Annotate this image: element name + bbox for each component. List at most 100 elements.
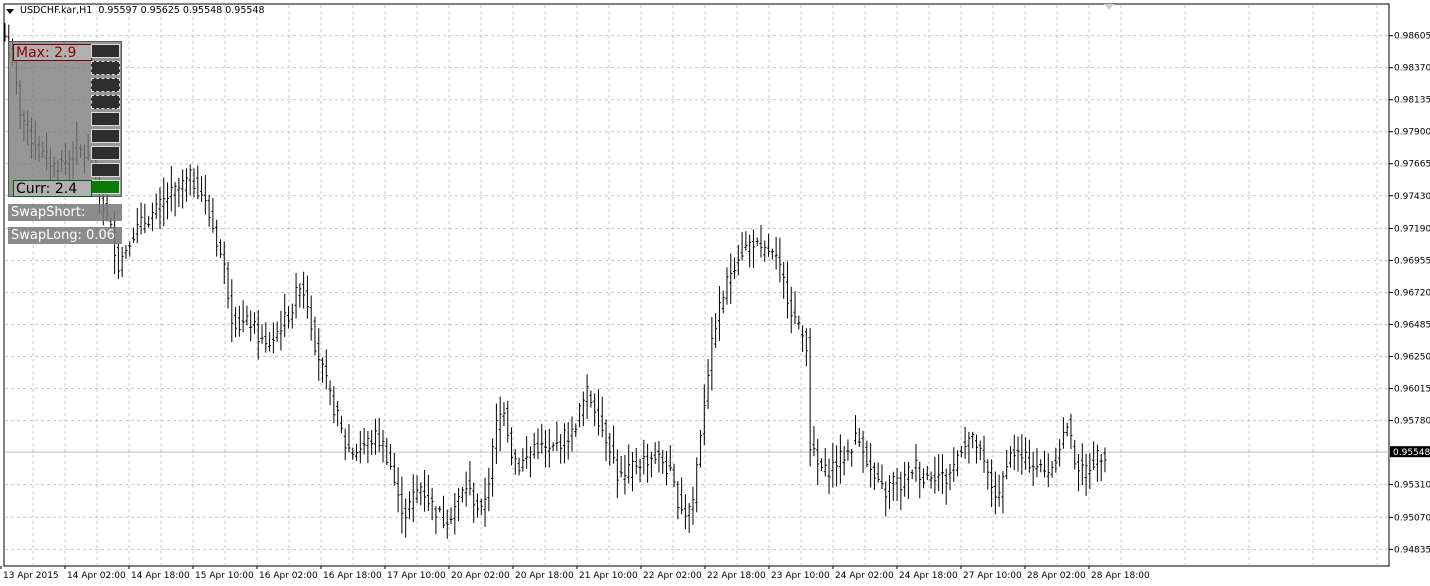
y-tick-label: 0.97665 [1394,160,1430,170]
ohlc-bar [230,279,234,343]
ohlc-bar [627,444,631,484]
ohlc-bar [1012,434,1016,471]
ohlc-bar [332,386,336,424]
ohlc-bar [649,451,653,478]
ohlc-bar [1069,413,1073,450]
y-tick-label: 0.98605 [1394,32,1430,42]
ohlc-bar [854,415,857,445]
ohlc-bar [1016,436,1020,472]
ohlc-bar [237,305,241,337]
ohlc-bar [570,416,574,452]
ohlc-bar [120,246,124,278]
ohlc-bar [211,197,215,233]
ohlc-bar [910,469,914,480]
ohlc-bar [865,440,869,468]
ohlc-bar [555,421,559,452]
ohlc-bar [1046,453,1050,488]
ohlc-bar [680,477,684,515]
ohlc-bar [309,295,313,341]
spread-level-bar [91,146,120,160]
ohlc-bar [494,403,498,465]
ohlc-bar [918,461,922,499]
y-tick-label: 0.97430 [1394,192,1430,202]
ohlc-bar [785,261,789,319]
ohlc-bar [812,425,816,457]
ohlc-bar [729,253,733,304]
x-tick-label: 27 Apr 10:00 [963,571,1022,581]
ohlc-bar [736,244,740,276]
ohlc-bar [415,475,419,504]
ohlc-bar [166,182,170,220]
ohlc-bar [797,315,801,330]
y-tick-label: 0.98370 [1394,64,1430,74]
ohlc-bar [986,459,990,490]
ohlc-bar [487,467,491,512]
ohlc-bar [226,262,230,309]
ohlc-bar [596,389,600,436]
ohlc-bar [793,291,797,325]
spread-level-bar [91,78,120,92]
ohlc-bar [385,438,389,466]
ohlc-bar [630,452,634,492]
ohlc-bar [638,458,642,483]
ohlc-bar [846,439,850,461]
ohlc-bar [657,440,661,473]
ohlc-bar [438,505,442,513]
x-tick-label: 14 Apr 02:00 [67,571,126,581]
ohlc-bar [1099,454,1103,482]
ohlc-bar [1061,417,1065,449]
ohlc-bar [271,322,275,354]
ohlc-bar [710,316,714,391]
ohlc-bar [249,310,253,342]
ohlc-bar [952,447,956,482]
ohlc-bar [933,456,937,494]
ohlc-bar [808,327,812,467]
ohlc-bar [956,450,960,477]
max-spread-label: Max: 2.9 [13,44,92,61]
ohlc-bar [324,349,328,390]
ohlc-bar [287,306,290,329]
ohlc-bar [801,325,805,352]
y-tick-label: 0.95310 [1394,481,1430,491]
ohlc-bar [562,423,566,464]
ohlc-bar [279,310,283,351]
ohlc-bar [1039,459,1043,473]
ohlc-bar [778,237,782,283]
ohlc-bar [252,312,256,334]
ohlc-bar [506,400,510,443]
ohlc-bar [665,451,668,486]
ohlc-bar [150,202,154,232]
ohlc-bar [139,202,143,235]
ohlc-bar [135,207,139,244]
ohlc-bar [1024,437,1028,470]
collapse-triangle-icon[interactable] [6,8,14,14]
ohlc-bar [245,305,249,326]
ohlc-bar [173,182,177,217]
ohlc-bar [457,487,461,522]
ohlc-bar [1080,443,1084,486]
x-tick-label: 16 Apr 18:00 [323,571,382,581]
ohlc-bar [789,286,793,334]
ohlc-bar [619,455,623,478]
ohlc-bar [445,509,449,539]
ohlc-bar [1073,439,1077,470]
ohlc-bar [540,423,544,454]
x-tick-label: 17 Apr 10:00 [387,571,446,581]
ohlc-bar [521,448,525,472]
y-tick-label: 0.95780 [1394,417,1430,427]
ohlc-bar [513,448,517,475]
ohlc-bar [184,168,188,202]
ohlc-bar [407,491,411,520]
ohlc-bar [128,241,132,257]
ohlc-bar [404,498,408,538]
ohlc-bar [891,471,895,501]
ohlc-bar [207,194,211,227]
current-spread-label: Curr: 2.4 [13,180,92,197]
current-price-label: 0.95548 [1393,448,1430,458]
ohlc-bar [1027,439,1031,473]
x-tick-label: 15 Apr 10:00 [195,571,254,581]
ohlc-bar [479,498,483,516]
ohlc-bar [929,471,933,489]
ohlc-bar [967,431,971,464]
